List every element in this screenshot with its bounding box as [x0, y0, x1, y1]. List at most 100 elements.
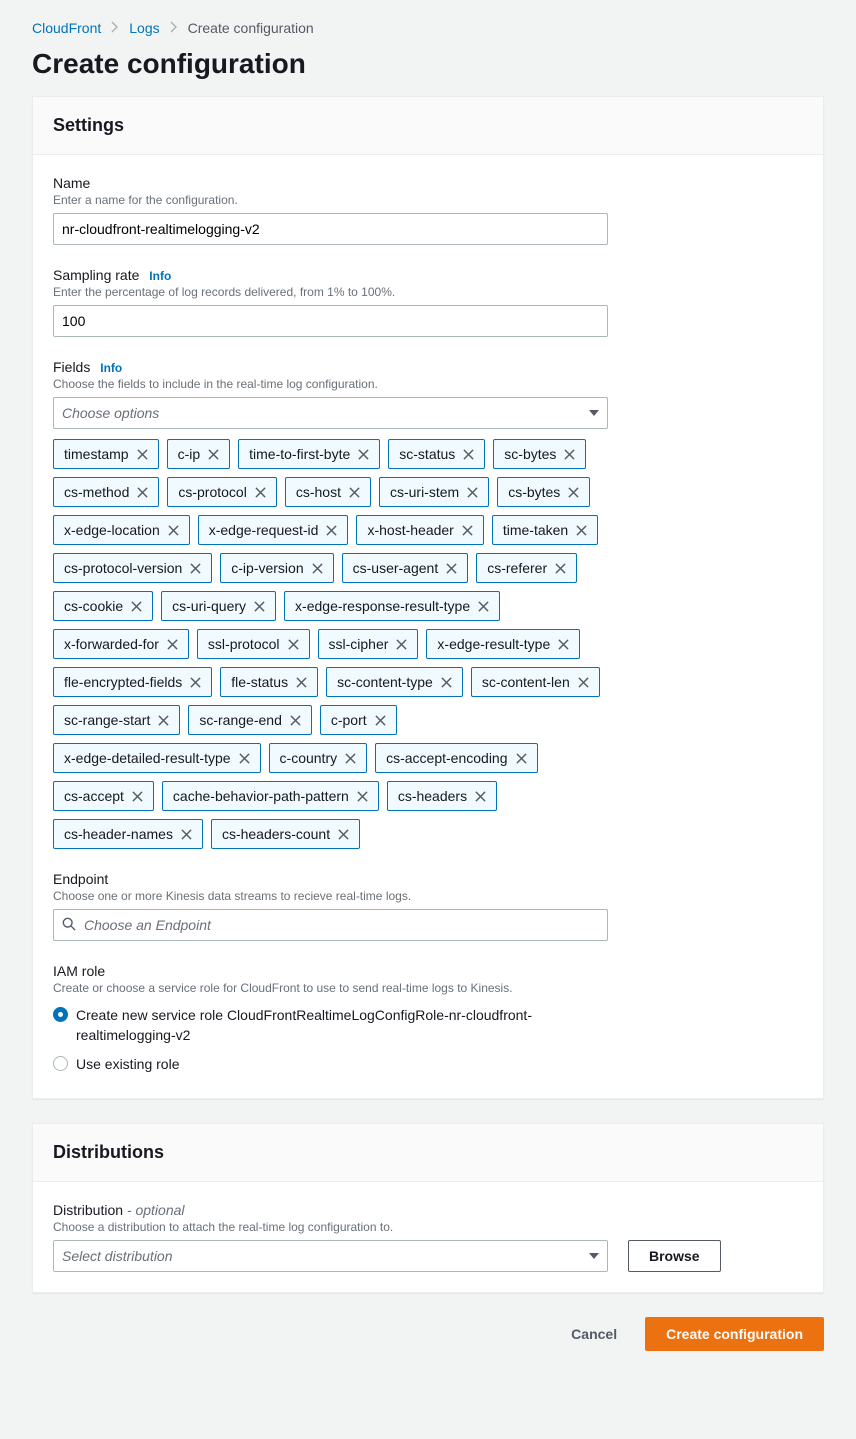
- close-icon[interactable]: [578, 677, 589, 688]
- field-token-label: cs-protocol: [178, 484, 246, 500]
- close-icon[interactable]: [516, 753, 527, 764]
- fields-label: Fields: [53, 359, 90, 375]
- close-icon[interactable]: [349, 487, 360, 498]
- distributions-panel-header: Distributions: [33, 1124, 823, 1182]
- fields-select[interactable]: Choose options: [53, 397, 608, 429]
- close-icon[interactable]: [326, 525, 337, 536]
- radio-icon: [53, 1056, 68, 1071]
- close-icon[interactable]: [132, 791, 143, 802]
- field-token: sc-status: [388, 439, 485, 469]
- close-icon[interactable]: [137, 449, 148, 460]
- field-token-label: cs-referer: [487, 560, 547, 576]
- close-icon[interactable]: [255, 487, 266, 498]
- field-token-label: fle-status: [231, 674, 288, 690]
- close-icon[interactable]: [441, 677, 452, 688]
- close-icon[interactable]: [462, 525, 473, 536]
- close-icon[interactable]: [475, 791, 486, 802]
- iam-role-radio-existing[interactable]: Use existing role: [53, 1050, 803, 1078]
- close-icon[interactable]: [190, 677, 201, 688]
- close-icon[interactable]: [396, 639, 407, 650]
- distribution-select[interactable]: Select distribution: [53, 1240, 608, 1272]
- close-icon[interactable]: [463, 449, 474, 460]
- close-icon[interactable]: [296, 677, 307, 688]
- field-token: x-edge-detailed-result-type: [53, 743, 261, 773]
- field-token-label: cs-header-names: [64, 826, 173, 842]
- fields-info-link[interactable]: Info: [100, 361, 122, 375]
- close-icon[interactable]: [131, 601, 142, 612]
- field-token-label: cs-accept: [64, 788, 124, 804]
- name-input[interactable]: [53, 213, 608, 245]
- cancel-button[interactable]: Cancel: [555, 1317, 633, 1351]
- name-desc: Enter a name for the configuration.: [53, 193, 803, 207]
- close-icon[interactable]: [564, 449, 575, 460]
- close-icon[interactable]: [576, 525, 587, 536]
- sampling-rate-input[interactable]: [53, 305, 608, 337]
- settings-heading: Settings: [53, 115, 803, 136]
- field-token-label: x-edge-location: [64, 522, 160, 538]
- close-icon[interactable]: [338, 829, 349, 840]
- field-token-label: x-edge-response-result-type: [295, 598, 470, 614]
- field-token: x-edge-response-result-type: [284, 591, 500, 621]
- close-icon[interactable]: [467, 487, 478, 498]
- close-icon[interactable]: [208, 449, 219, 460]
- close-icon[interactable]: [358, 449, 369, 460]
- field-token-label: x-edge-result-type: [437, 636, 550, 652]
- chevron-right-icon: [111, 20, 119, 36]
- field-token: cs-host: [285, 477, 371, 507]
- endpoint-select[interactable]: Choose an Endpoint: [53, 909, 608, 941]
- close-icon[interactable]: [158, 715, 169, 726]
- distribution-optional: - optional: [123, 1202, 184, 1218]
- sampling-rate-label: Sampling rate: [53, 267, 139, 283]
- close-icon[interactable]: [290, 715, 301, 726]
- breadcrumb-link-logs[interactable]: Logs: [129, 20, 159, 36]
- field-token-label: time-taken: [503, 522, 568, 538]
- field-token: fle-status: [220, 667, 318, 697]
- breadcrumb-link-cloudfront[interactable]: CloudFront: [32, 20, 101, 36]
- sampling-rate-info-link[interactable]: Info: [149, 269, 171, 283]
- iam-role-desc: Create or choose a service role for Clou…: [53, 981, 803, 995]
- close-icon[interactable]: [167, 639, 178, 650]
- field-token: time-taken: [492, 515, 598, 545]
- iam-role-create-label: Create new service role CloudFrontRealti…: [76, 1005, 576, 1046]
- field-token-label: x-host-header: [367, 522, 453, 538]
- field-token-label: sc-bytes: [504, 446, 556, 462]
- field-token-label: sc-status: [399, 446, 455, 462]
- close-icon[interactable]: [312, 563, 323, 574]
- close-icon[interactable]: [357, 791, 368, 802]
- browse-button[interactable]: Browse: [628, 1240, 721, 1272]
- close-icon[interactable]: [555, 563, 566, 574]
- close-icon[interactable]: [478, 601, 489, 612]
- breadcrumb-current: Create configuration: [188, 20, 314, 36]
- field-token: sc-content-type: [326, 667, 463, 697]
- close-icon[interactable]: [375, 715, 386, 726]
- close-icon[interactable]: [254, 601, 265, 612]
- field-token: cs-accept-encoding: [375, 743, 537, 773]
- close-icon[interactable]: [239, 753, 250, 764]
- endpoint-label: Endpoint: [53, 871, 803, 887]
- field-token: fle-encrypted-fields: [53, 667, 212, 697]
- field-token-label: cs-bytes: [508, 484, 560, 500]
- close-icon[interactable]: [190, 563, 201, 574]
- field-token-label: sc-content-type: [337, 674, 433, 690]
- close-icon[interactable]: [168, 525, 179, 536]
- create-configuration-button[interactable]: Create configuration: [645, 1317, 824, 1351]
- search-icon: [62, 917, 76, 934]
- close-icon[interactable]: [181, 829, 192, 840]
- caret-down-icon: [589, 1253, 599, 1259]
- close-icon[interactable]: [558, 639, 569, 650]
- name-label: Name: [53, 175, 803, 191]
- close-icon[interactable]: [446, 563, 457, 574]
- field-token-label: cs-protocol-version: [64, 560, 182, 576]
- close-icon[interactable]: [568, 487, 579, 498]
- close-icon[interactable]: [345, 753, 356, 764]
- radio-icon: [53, 1007, 68, 1022]
- iam-role-radio-create[interactable]: Create new service role CloudFrontRealti…: [53, 1001, 803, 1050]
- field-token-label: cache-behavior-path-pattern: [173, 788, 349, 804]
- field-token: x-edge-result-type: [426, 629, 580, 659]
- field-token-label: sc-content-len: [482, 674, 570, 690]
- close-icon[interactable]: [137, 487, 148, 498]
- field-token: timestamp: [53, 439, 159, 469]
- name-field: Name Enter a name for the configuration.: [53, 175, 803, 245]
- field-token-label: ssl-cipher: [329, 636, 389, 652]
- close-icon[interactable]: [288, 639, 299, 650]
